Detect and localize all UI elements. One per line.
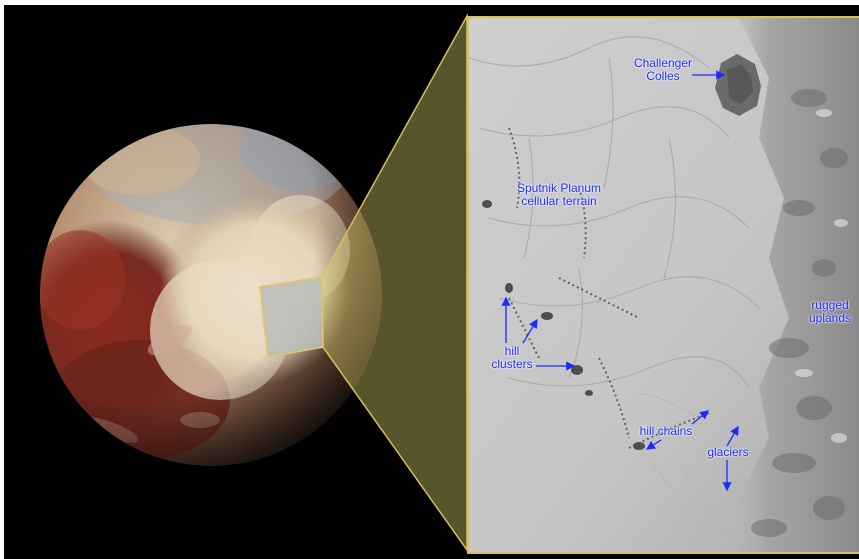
label-challenger-colles: Challenger Colles [628,57,698,83]
label-sputnik-planum: Sputnik Planum cellular terrain [494,182,624,208]
label-hill-clusters-line1: hill [504,344,520,358]
label-hill-chains: hill chains [639,424,693,438]
label-challenger-colles-line1: Challenger [633,56,693,70]
label-rugged-uplands-line2: uplands [808,311,852,325]
label-rugged-uplands-line1: rugged [811,298,849,312]
label-rugged-uplands: rugged uplands [804,299,856,325]
closeup-terrain [469,18,859,552]
label-challenger-colles-line2: Colles [646,69,680,83]
label-glaciers: glaciers [707,445,749,459]
label-hill-clusters-line2: clusters [491,357,533,371]
label-hill-clusters: hill clusters [484,345,540,371]
label-sputnik-planum-line2: cellular terrain [521,194,597,208]
label-sputnik-planum-line1: Sputnik Planum [516,181,602,195]
zoom-area-outline [259,276,324,358]
closeup-image [469,18,859,552]
